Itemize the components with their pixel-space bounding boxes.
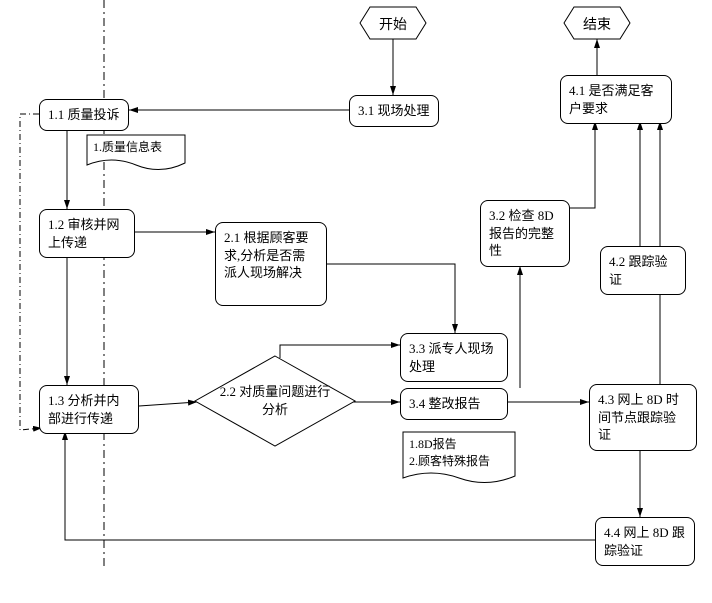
node-n44: 4.4 网上 8D 跟踪验证 xyxy=(595,517,695,566)
node-n33: 3.3 派专人现场处理 xyxy=(400,333,508,382)
node-doc1: 1.质量信息表 xyxy=(93,139,181,156)
node-n34: 3.4 整改报告 xyxy=(400,388,508,420)
doc-line: 2.顾客特殊报告 xyxy=(409,453,511,470)
node-n42: 4.2 跟踪验证 xyxy=(600,246,686,295)
node-n12: 1.2 审核并网上传递 xyxy=(39,209,135,258)
node-n21: 2.1 根据顾客要求,分析是否需派人现场解决 xyxy=(215,222,327,306)
node-n41: 4.1 是否满足客户要求 xyxy=(560,75,672,124)
node-n31: 3.1 现场处理 xyxy=(349,95,439,127)
node-start: 开始 xyxy=(360,14,426,34)
node-n13: 1.3 分析并内部进行传递 xyxy=(39,385,139,434)
node-end: 结束 xyxy=(564,14,630,34)
node-n32: 3.2 检查 8D 报告的完整性 xyxy=(480,200,570,267)
doc-line: 1.8D报告 xyxy=(409,436,511,453)
node-n22: 2.2 对质量问题进行分析 xyxy=(215,383,335,418)
node-n43: 4.3 网上 8D 时间节点跟踪验证 xyxy=(589,384,697,451)
node-n11: 1.1 质量投诉 xyxy=(39,99,129,131)
node-doc2: 1.8D报告2.顾客特殊报告 xyxy=(409,436,511,470)
